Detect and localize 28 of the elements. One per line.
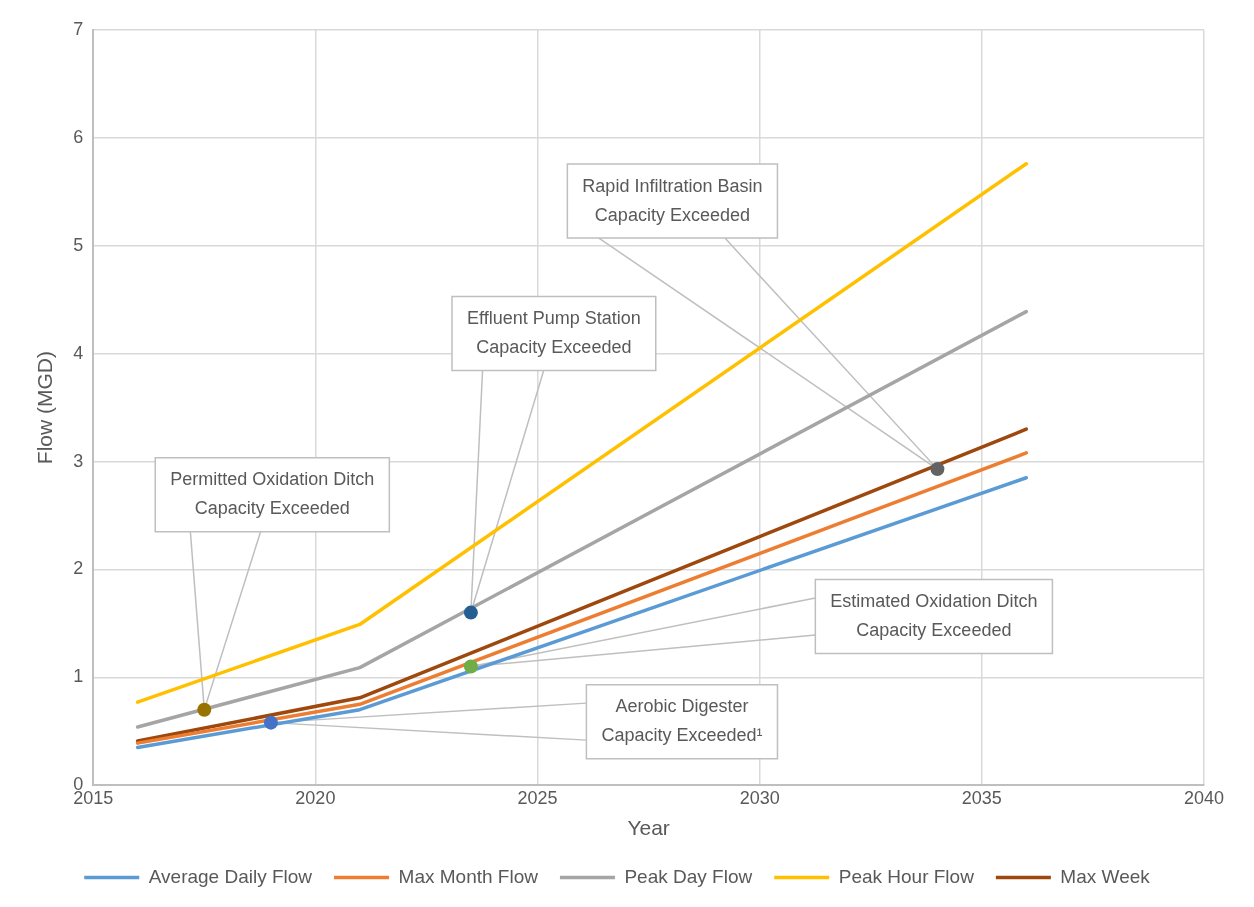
y-tick-label: 3 [73, 450, 84, 471]
y-tick-label: 5 [73, 234, 84, 255]
legend-label: Peak Day Flow [624, 865, 753, 887]
annotation: Permitted Oxidation Ditch Capacity Exceeded [170, 469, 375, 519]
y-tick-label: 2 [73, 558, 84, 579]
x-axis-title: Year [627, 816, 670, 840]
x-tick-label: 2025 [517, 787, 558, 808]
annotation: Rapid Infiltration Basin Capacity Exceeded [582, 175, 763, 225]
point [263, 715, 278, 730]
annotation: Estimated Oxidation Ditch Capacity Exceeded [830, 590, 1038, 640]
y-tick-label: 7 [73, 18, 84, 39]
y-tick-label: 6 [73, 126, 84, 147]
x-tick-label: 2030 [739, 787, 780, 808]
y-tick-label: 1 [73, 666, 84, 687]
point [930, 462, 945, 477]
annotation: Effluent Pump Station Capacity Exceeded [466, 308, 641, 358]
legend-label: Max Week [1060, 865, 1151, 887]
legend-label: Average Daily Flow [148, 865, 313, 887]
x-tick-label: 2020 [295, 787, 336, 808]
point [197, 702, 212, 717]
legend-label: Max Month Flow [398, 865, 539, 887]
annotation: Aerobic Digester Capacity Exceeded¹ [601, 696, 763, 746]
point [463, 659, 478, 674]
x-tick-label: 2040 [1183, 787, 1225, 808]
legend-label: Peak Hour Flow [838, 865, 975, 887]
x-tick-label: 2035 [961, 787, 1002, 808]
y-axis-title: Flow (MGD) [33, 351, 57, 465]
y-tick-label: 4 [73, 342, 84, 363]
